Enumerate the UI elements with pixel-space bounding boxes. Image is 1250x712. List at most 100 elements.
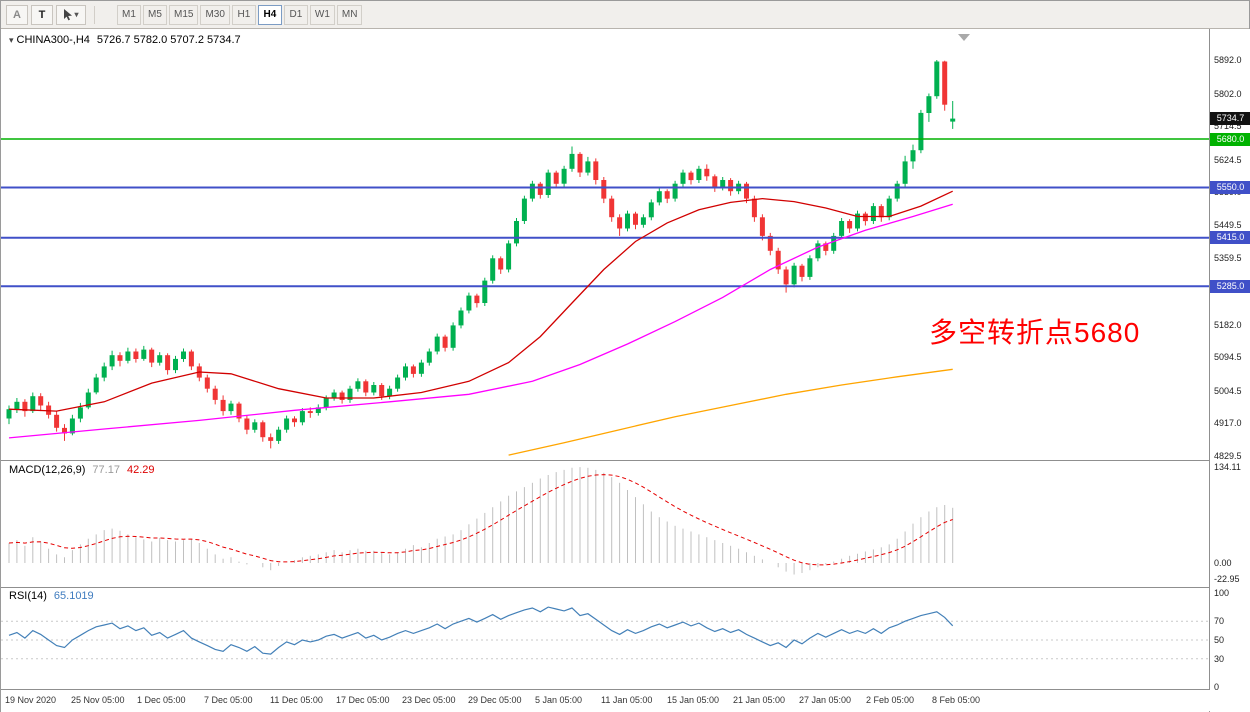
- candle-body: [117, 355, 123, 361]
- candle-body: [347, 388, 353, 400]
- annotation-a-tool-button[interactable]: A: [6, 4, 28, 25]
- timeframe-group: M1 M5 M15 M30 H1 H4 D1 W1 MN: [117, 4, 363, 25]
- candle-body: [585, 161, 591, 173]
- candle-body: [601, 180, 607, 199]
- price-axis-label: 4829.5: [1214, 451, 1242, 461]
- chart-canvas[interactable]: [1, 29, 1250, 712]
- candle-body: [220, 399, 226, 412]
- ma-slow-line: [508, 368, 953, 456]
- price-axis[interactable]: 5892.05802.05714.55624.55539.05449.55359…: [1210, 29, 1250, 712]
- candle-body: [434, 336, 440, 352]
- candle-body: [188, 351, 194, 367]
- toolbar-separator: [94, 5, 95, 24]
- candle-body: [498, 258, 504, 270]
- candle-body: [244, 418, 250, 430]
- candle-body: [593, 161, 599, 180]
- price-axis-label: 5182.0: [1214, 320, 1242, 330]
- candle-body: [617, 217, 623, 229]
- candle-body: [831, 235, 837, 251]
- time-axis-label: 8 Feb 05:00: [932, 695, 981, 705]
- candle-body: [712, 176, 718, 188]
- price-axis-label: 5449.5: [1214, 220, 1242, 230]
- candle-body: [529, 183, 535, 199]
- candle-body: [648, 202, 654, 218]
- candle-body: [521, 198, 527, 221]
- candle-body: [54, 414, 60, 428]
- candle-body: [934, 61, 940, 97]
- candle-body: [77, 407, 83, 419]
- candle-body: [410, 366, 416, 374]
- price-axis-label: 5624.5: [1214, 155, 1242, 165]
- candle-body: [85, 392, 91, 408]
- timeframe-button-m1[interactable]: M1: [117, 4, 141, 25]
- timeframe-button-w1[interactable]: W1: [309, 4, 335, 25]
- candle-body: [720, 180, 726, 188]
- candle-body: [506, 243, 512, 270]
- chart-annotation-text[interactable]: 多空转折点5680: [929, 317, 1141, 348]
- candle-body: [704, 168, 710, 177]
- rsi-axis-label: 30: [1214, 654, 1225, 664]
- macd-axis-label: -22.95: [1214, 574, 1240, 584]
- timeframe-button-h4[interactable]: H4: [257, 4, 282, 25]
- candle-body: [323, 398, 329, 408]
- candle-body: [212, 388, 218, 400]
- text-tool-button[interactable]: T: [31, 4, 53, 25]
- price-axis-label: 5004.5: [1214, 386, 1242, 396]
- candle-body: [537, 183, 543, 195]
- timeframe-button-m5[interactable]: M5: [143, 4, 167, 25]
- candle-body: [791, 265, 797, 285]
- symbol-timeframe-text: CHINA300-,H4: [16, 34, 90, 46]
- rsi-axis-label: 100: [1214, 588, 1230, 598]
- candle-body: [418, 362, 424, 374]
- candle-body: [664, 191, 670, 199]
- toolbar: A T ▾ M1 M5 M15 M30 H1 H4 D1 W1 MN: [1, 1, 1249, 29]
- time-axis-label: 7 Dec 05:00: [204, 695, 253, 705]
- time-axis[interactable]: 19 Nov 2020 25 Nov 05:00 1 Dec 05:00 7 Dec …: [1, 690, 1209, 712]
- time-axis-label: 29 Dec 05:00: [468, 695, 522, 705]
- candle-body: [173, 358, 178, 371]
- candle-body: [870, 206, 876, 221]
- macd-main-value: 77.17: [92, 464, 120, 476]
- candle-body: [561, 168, 567, 184]
- candle-body: [886, 198, 892, 218]
- time-axis-label: 2 Feb 05:00: [866, 695, 915, 705]
- candle-body: [292, 418, 297, 423]
- candle-body: [466, 295, 472, 311]
- timeframe-button-h1[interactable]: H1: [231, 4, 256, 25]
- candle-body: [545, 172, 551, 195]
- timeframe-button-m30[interactable]: M30: [200, 4, 230, 25]
- time-axis-label: 23 Dec 05:00: [402, 695, 456, 705]
- candle-body: [141, 349, 147, 359]
- candle-body: [125, 351, 131, 361]
- candle-body: [387, 388, 393, 397]
- candle-body: [744, 183, 749, 199]
- candle-body: [696, 168, 702, 180]
- candle-body: [823, 243, 829, 251]
- candle-body: [847, 221, 853, 229]
- chevron-down-icon: ▾: [74, 10, 79, 19]
- rsi-axis-label: 50: [1214, 635, 1225, 645]
- candle-body: [878, 206, 884, 218]
- candle-body: [553, 172, 559, 184]
- chart-shift-marker-icon[interactable]: [958, 34, 970, 41]
- candle-body: [69, 418, 75, 434]
- timeframe-button-mn[interactable]: MN: [336, 4, 363, 25]
- candle-body: [799, 265, 805, 277]
- candle-body: [371, 385, 377, 393]
- candle-body: [260, 422, 266, 438]
- timeframe-button-m15[interactable]: M15: [169, 4, 199, 25]
- candle-body: [339, 392, 345, 400]
- pane-separator-rsi[interactable]: [1, 587, 1249, 588]
- timeframe-button-d1[interactable]: D1: [283, 4, 308, 25]
- candle-body: [450, 325, 456, 348]
- candle-body: [307, 411, 313, 413]
- candle-body: [680, 172, 686, 184]
- pane-separator-macd[interactable]: [1, 460, 1249, 461]
- candle-body: [109, 355, 115, 367]
- candle-body: [268, 437, 274, 441]
- dropdown-triangle-icon: ▾: [9, 35, 14, 45]
- candle-body: [894, 183, 900, 199]
- candle-body: [228, 403, 234, 412]
- cursor-tool-button[interactable]: ▾: [56, 4, 86, 25]
